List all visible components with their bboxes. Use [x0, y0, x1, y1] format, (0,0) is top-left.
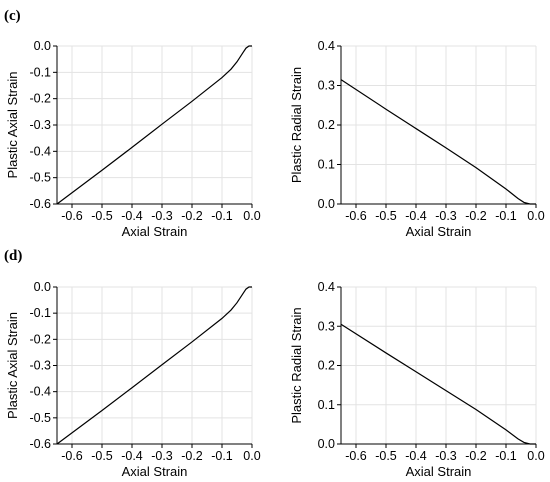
x-tick-label: -0.2	[465, 209, 487, 223]
y-tick-label: -0.1	[29, 65, 51, 79]
x-axis-label: Axial Strain	[122, 464, 188, 479]
x-tick-label: 0.0	[243, 449, 260, 463]
y-tick-label: -0.6	[29, 197, 51, 211]
x-tick-label: -0.3	[151, 449, 173, 463]
x-tick-label: -0.4	[405, 209, 427, 223]
x-tick-label: -0.5	[375, 449, 397, 463]
panel-label-d: (d)	[4, 248, 22, 264]
panel-label-c: (c)	[4, 8, 21, 24]
chart-d-plastic-axial: -0.6 -0.5 -0.4 -0.3 -0.2 -0.1 0.0 0.0 -0.1 -0.2 -0…	[5, 280, 261, 479]
x-tick-label: -0.3	[435, 209, 457, 223]
x-tick-label: 0.0	[243, 209, 260, 223]
y-tick-label: 0.2	[318, 359, 335, 373]
y-tick-label: 0.0	[318, 437, 335, 451]
y-tick-label: -0.5	[29, 411, 51, 425]
x-tick-label: -0.1	[495, 449, 517, 463]
x-tick-label: -0.2	[181, 209, 203, 223]
y-tick-label: -0.2	[29, 332, 51, 346]
x-tick-label: -0.4	[121, 449, 143, 463]
series-line	[56, 45, 252, 205]
y-tick-label: 0.1	[318, 398, 335, 412]
y-tick-label: 0.3	[318, 319, 335, 333]
x-tick-label: -0.5	[375, 209, 397, 223]
x-tick-label: -0.4	[121, 209, 143, 223]
series-line	[340, 79, 536, 205]
x-tick-label: -0.3	[435, 449, 457, 463]
y-tick-label: 0.0	[34, 39, 51, 53]
y-tick-label: 0.2	[318, 118, 335, 132]
y-axis-label: Plastic Axial Strain	[5, 312, 20, 419]
y-tick-label: 0.3	[318, 79, 335, 93]
chart-c-plastic-axial: -0.6 -0.5 -0.4 -0.3 -0.2 -0.1 0.0 0.0 -0.1 -0.2 -0…	[5, 39, 261, 239]
x-tick-label: -0.5	[91, 209, 113, 223]
x-tick-label: -0.6	[61, 449, 83, 463]
y-tick-label: 0.0	[34, 280, 51, 294]
x-tick-label: -0.3	[151, 209, 173, 223]
y-axis-label: Plastic Axial Strain	[5, 72, 20, 179]
x-tick-label: -0.5	[91, 449, 113, 463]
x-axis-label: Axial Strain	[406, 464, 472, 479]
y-axis-label: Plastic Radial Strain	[289, 67, 304, 183]
y-tick-label: -0.1	[29, 306, 51, 320]
y-tick-label: 0.1	[318, 158, 335, 172]
x-tick-label: -0.1	[495, 209, 517, 223]
x-tick-label: -0.1	[211, 209, 233, 223]
x-tick-label: -0.6	[345, 449, 367, 463]
x-tick-label: -0.4	[405, 449, 427, 463]
y-tick-label: -0.4	[29, 385, 51, 399]
y-tick-label: -0.3	[29, 118, 51, 132]
y-tick-label: -0.2	[29, 92, 51, 106]
y-tick-label: 0.4	[318, 39, 335, 53]
x-axis-label: Axial Strain	[406, 224, 472, 239]
y-tick-label: 0.0	[318, 197, 335, 211]
chart-d-plastic-radial: -0.6 -0.5 -0.4 -0.3 -0.2 -0.1 0.0 0.4 0.3 0.2 0.1 0…	[289, 280, 545, 479]
x-axis-label: Axial Strain	[122, 224, 188, 239]
series-line	[56, 286, 252, 445]
y-tick-label: -0.6	[29, 437, 51, 451]
y-tick-label: -0.5	[29, 171, 51, 185]
chart-c-plastic-radial: -0.6 -0.5 -0.4 -0.3 -0.2 -0.1 0.0 0.4 0.3 0.2 0.1 0…	[289, 39, 545, 239]
x-tick-label: -0.2	[181, 449, 203, 463]
y-axis-label: Plastic Radial Strain	[289, 307, 304, 423]
x-tick-label: 0.0	[527, 449, 544, 463]
y-tick-label: -0.4	[29, 144, 51, 158]
x-tick-label: -0.1	[211, 449, 233, 463]
x-tick-label: -0.6	[345, 209, 367, 223]
x-tick-label: -0.2	[465, 449, 487, 463]
x-tick-label: -0.6	[61, 209, 83, 223]
y-tick-label: -0.3	[29, 359, 51, 373]
series-line	[340, 323, 536, 445]
x-tick-label: 0.0	[527, 209, 544, 223]
y-tick-label: 0.4	[318, 280, 335, 294]
